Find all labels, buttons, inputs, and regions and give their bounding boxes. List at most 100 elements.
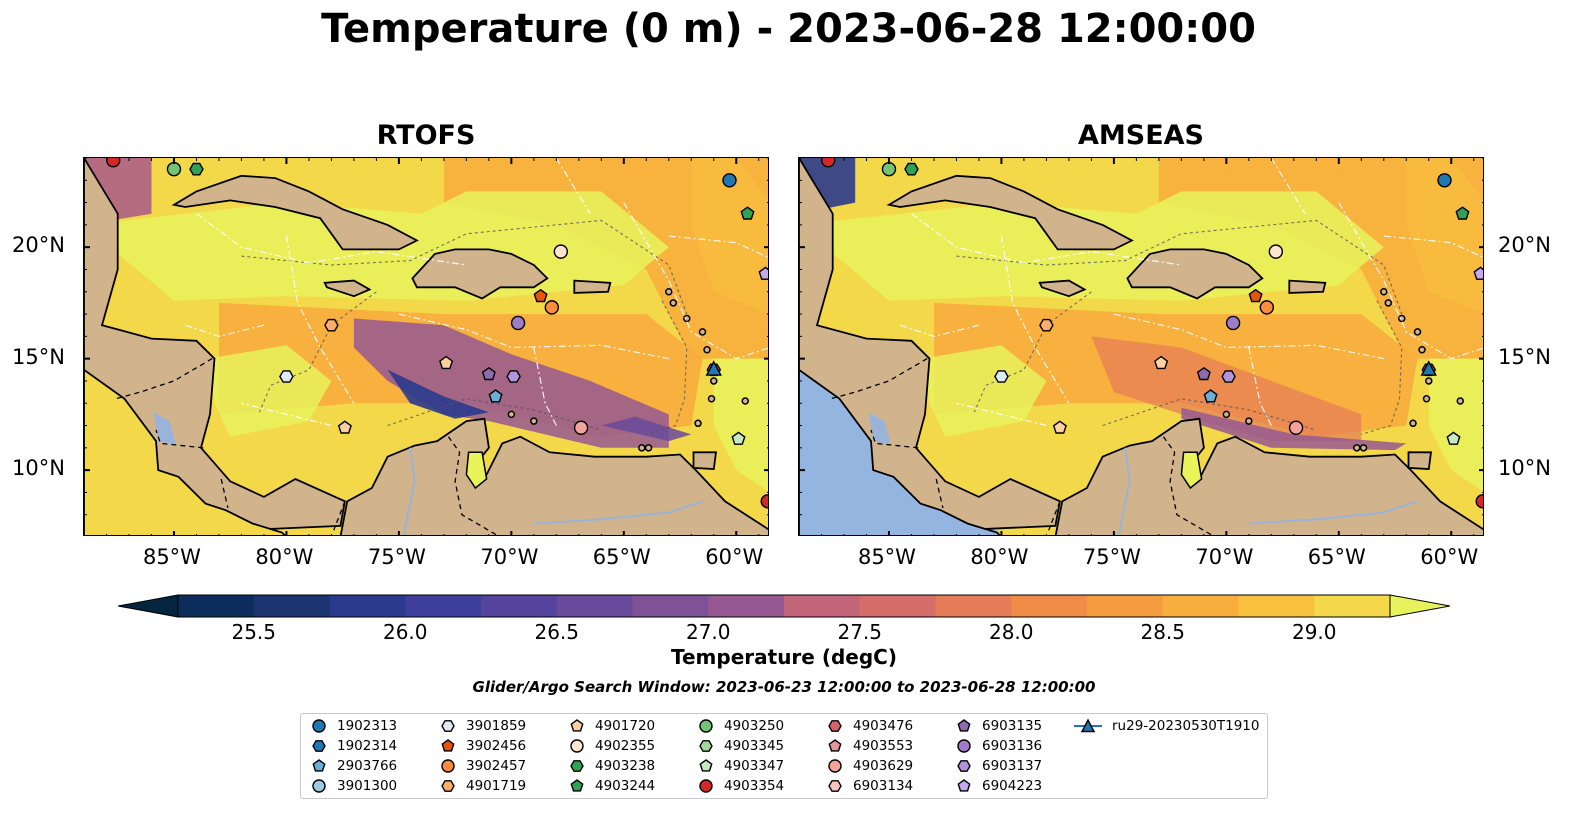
platform-marker-4901720	[1052, 420, 1067, 434]
legend-marker-icon	[312, 719, 326, 733]
lon-tick-label: 75°W	[1082, 545, 1141, 569]
lon-tick-label: 70°W	[1195, 545, 1254, 569]
legend-item: 6903135	[956, 716, 1042, 736]
legend-item: 4903629	[827, 756, 913, 776]
glider-marker	[705, 360, 722, 376]
legend-marker-icon	[957, 760, 971, 772]
platform-marker-6903135	[1196, 366, 1211, 381]
legend-label: 1902314	[337, 738, 398, 754]
lon-tick-label: 65°W	[592, 545, 651, 569]
platform-marker-3902457	[544, 300, 560, 315]
lon-tick-label: 60°W	[1420, 545, 1479, 569]
lat-tick-label-right: 10°N	[1498, 456, 1551, 481]
legend-marker-icon	[957, 719, 971, 732]
legend-label: 4903345	[724, 738, 785, 754]
legend-marker-icon	[441, 759, 455, 773]
colorbar-bin	[1011, 595, 1088, 617]
legend-label: 4901719	[466, 778, 527, 794]
legend-item: 6904223	[956, 776, 1042, 796]
platform-marker-4901720	[337, 420, 352, 434]
legend-marker-icon	[441, 739, 455, 752]
colorbar-bin	[329, 595, 406, 617]
rtofs-temperature-map	[84, 158, 768, 535]
map-panel-amseas[interactable]	[798, 157, 1484, 536]
lat-tick-label-left: 15°N	[12, 344, 65, 369]
legend-item: 6903134	[827, 776, 913, 796]
colorbar-tick-label: 26.5	[534, 620, 580, 644]
colorbar-tick-label: 29.0	[1291, 620, 1337, 644]
platform-marker-4903250	[881, 161, 897, 177]
colorbar-label: Temperature (degC)	[671, 645, 897, 669]
lon-tick-label: 80°W	[255, 545, 314, 569]
map-panel-rtofs[interactable]	[83, 157, 769, 536]
lon-tick-label: 75°W	[367, 545, 426, 569]
legend-item: 4903476	[827, 716, 913, 736]
platform-marker-4903244	[740, 206, 755, 220]
lat-tick-label-left: 10°N	[12, 456, 65, 481]
legend-marker-icon	[441, 780, 455, 792]
legend-marker-icon	[828, 759, 842, 773]
platform-marker-4903347	[731, 431, 746, 445]
legend-marker-icon	[312, 759, 326, 772]
platform-marker-4903629	[573, 420, 589, 435]
colorbar-bin	[859, 595, 936, 617]
colorbar-bin	[405, 595, 482, 617]
legend-label: 4903238	[595, 758, 656, 774]
platform-marker-6903135	[481, 366, 496, 381]
platform-marker-6903137	[1221, 370, 1236, 383]
colorbar-bin	[708, 595, 785, 617]
legend-label: 6903136	[982, 738, 1043, 754]
legend-label: 6903137	[982, 758, 1043, 774]
colorbar-bin	[632, 595, 709, 617]
colorbar-bin	[1087, 595, 1164, 617]
platform-marker-4902355	[553, 244, 569, 259]
legend-item: 6903136	[956, 736, 1042, 756]
legend-marker-icon	[699, 759, 713, 772]
platform-marker-4901719	[324, 318, 339, 332]
colorbar-bin	[1162, 595, 1239, 617]
colorbar-tick-label: 26.0	[382, 620, 428, 644]
platform-marker-2903766	[488, 389, 503, 403]
legend-marker-icon	[699, 779, 713, 793]
legend-label: 4903244	[595, 778, 656, 794]
platform-marker-2903766	[1203, 389, 1218, 403]
legend-item: 4903553	[827, 736, 913, 756]
platform-marker-4903354	[760, 494, 768, 509]
legend-label: 6903135	[982, 718, 1043, 734]
colorbar-bin	[784, 595, 861, 617]
platform-marker-6904223	[758, 266, 768, 280]
platform-marker-3901859	[279, 370, 294, 383]
legend-label: 3901300	[337, 778, 398, 794]
platform-marker-6903136	[510, 315, 526, 331]
legend-marker-icon	[570, 760, 584, 772]
legend-label: 4901720	[595, 718, 656, 734]
legend-label: 6903134	[853, 778, 914, 794]
legend-item: 6903137	[956, 756, 1042, 776]
legend-label: 3902456	[466, 738, 527, 754]
legend-label: 4903476	[853, 718, 914, 734]
platform-marker-1902313	[1437, 173, 1452, 188]
legend-marker-icon	[699, 740, 713, 752]
legend-item: 4903347	[698, 756, 784, 776]
legend-item: 3901859	[440, 716, 526, 736]
legend-marker-icon	[957, 779, 971, 792]
colorbar	[118, 594, 1450, 618]
platform-marker-3902457	[1259, 300, 1275, 315]
lat-tick-label-left: 20°N	[12, 233, 65, 258]
platform-marker-4902355	[1268, 244, 1284, 259]
colorbar-tick-label: 28.0	[988, 620, 1034, 644]
legend-label: 4903250	[724, 718, 785, 734]
colorbar-bin	[1314, 595, 1391, 617]
platform-marker-6903136	[1225, 315, 1241, 331]
platform-marker-4903250	[166, 161, 182, 177]
colorbar-tick-label: 27.0	[685, 620, 731, 644]
legend-item: 4903345	[698, 736, 784, 756]
colorbar-tick-label: 27.5	[837, 620, 883, 644]
colorbar-tick-label: 25.5	[231, 620, 277, 644]
platform-marker-4903629	[1288, 420, 1304, 435]
platform-marker-3901859	[994, 370, 1009, 383]
platform-marker-4901720	[1154, 355, 1169, 370]
legend-item: 1902313	[311, 716, 397, 736]
legend-label: 4903553	[853, 738, 914, 754]
platform-marker-4901719	[1039, 318, 1054, 332]
